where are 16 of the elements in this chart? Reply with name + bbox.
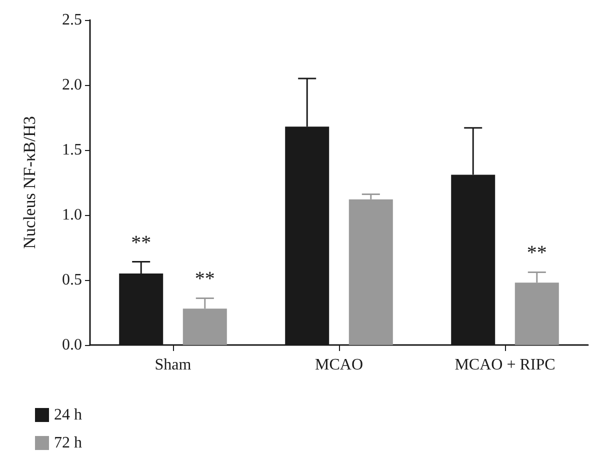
legend-label: 24 h	[54, 406, 82, 424]
y-tick-label: 1.0	[62, 206, 82, 224]
y-tick-label: 0.5	[62, 272, 82, 288]
y-tick-label: 0.0	[62, 336, 82, 354]
y-axis-title: Nucleus NF-κB/H3	[20, 116, 39, 249]
legend-label: 72 h	[54, 434, 82, 452]
x-tick-label: MCAO	[314, 356, 364, 374]
y-tick-label: 2.5	[62, 12, 82, 28]
x-tick-label: Sham	[154, 356, 192, 374]
annotation: **	[194, 268, 215, 290]
y-tick-label: 1.5	[62, 142, 82, 158]
annotation: **	[526, 242, 547, 264]
x-tick-label: MCAO + RIPC	[454, 356, 556, 374]
y-tick-label: 2.0	[62, 76, 82, 94]
bar	[348, 199, 393, 345]
annotation: **	[131, 232, 152, 254]
